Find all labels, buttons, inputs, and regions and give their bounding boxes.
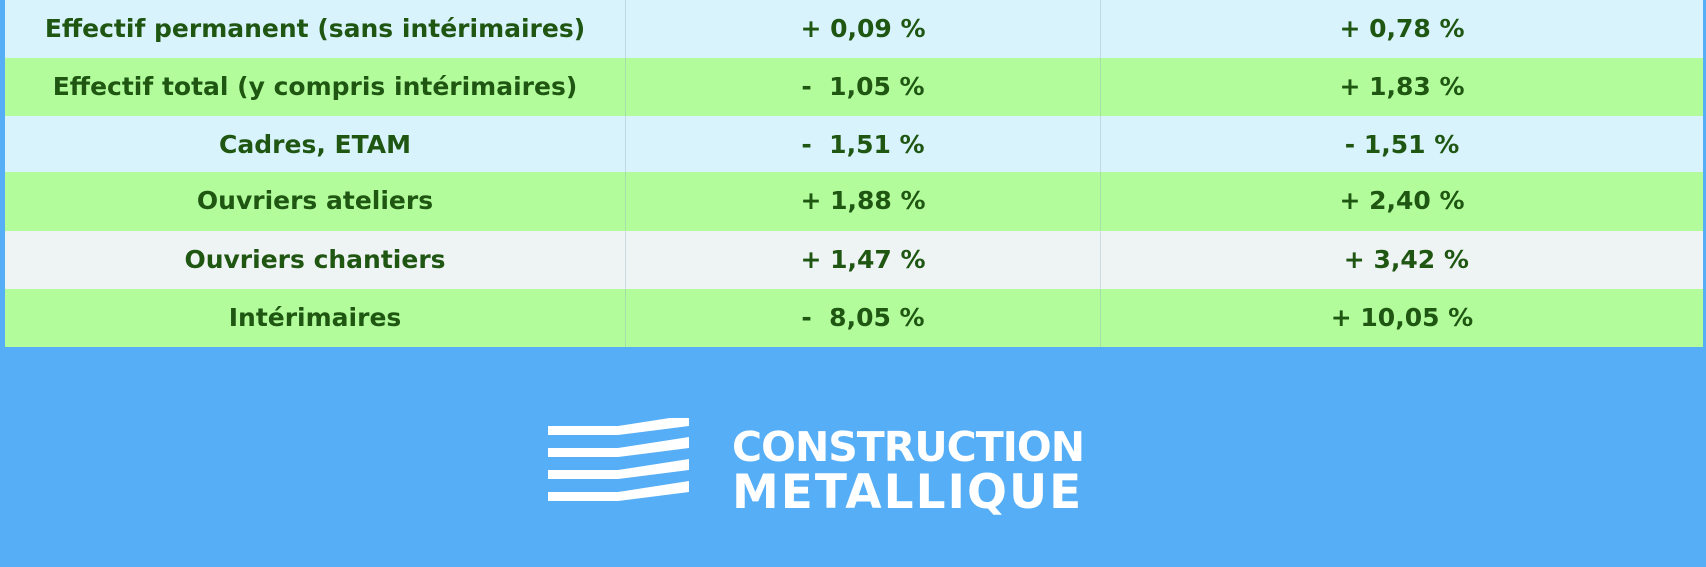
value-cell: - 1,51 %: [626, 116, 1101, 174]
value-cell: - 1,51 %: [1344, 130, 1460, 159]
row-label: Effectif permanent (sans intérimaires): [5, 0, 626, 58]
table-row: Intérimaires - 8,05 % + 10,05 %: [5, 289, 1703, 347]
value-cell: - 1,05 %: [626, 58, 1101, 116]
value-cell: + 3,42 %: [1335, 245, 1469, 274]
value-cell: + 1,47 %: [626, 231, 1101, 289]
row-label: Effectif total (y compris intérimaires): [5, 58, 626, 116]
logo-line: CONSTRUCTION: [732, 423, 1085, 471]
table-row: Effectif total (y compris intérimaires) -…: [5, 58, 1703, 116]
value-cell: + 1,88 %: [626, 172, 1101, 230]
value-cell: + 0,78 %: [1339, 14, 1465, 43]
row-label: Ouvriers ateliers: [5, 172, 626, 230]
row-label: Intérimaires: [5, 289, 626, 347]
row-label: Cadres, ETAM: [5, 116, 626, 174]
table-row: Effectif permanent (sans intérimaires) + …: [5, 0, 1703, 58]
value-cell: + 10,05 %: [1330, 303, 1474, 332]
logo-icon: [548, 418, 689, 501]
value-cell: + 1,83 %: [1339, 72, 1465, 101]
value-cell: - 8,05 %: [626, 289, 1101, 347]
row-label: Ouvriers chantiers: [5, 231, 626, 289]
logo-text: CONSTRUCTION METALLIQUE: [732, 423, 1085, 520]
value-cell: + 0,09 %: [626, 0, 1101, 58]
logo-line: METALLIQUE: [732, 465, 1084, 520]
table-row: Cadres, ETAM - 1,51 % - 1,51 %: [5, 116, 1703, 174]
table-row: Ouvriers ateliers + 1,88 % + 2,40 %: [5, 172, 1703, 231]
table-row: Ouvriers chantiers + 1,47 % + 3,42 %: [5, 231, 1703, 289]
value-cell: + 2,40 %: [1339, 186, 1465, 215]
